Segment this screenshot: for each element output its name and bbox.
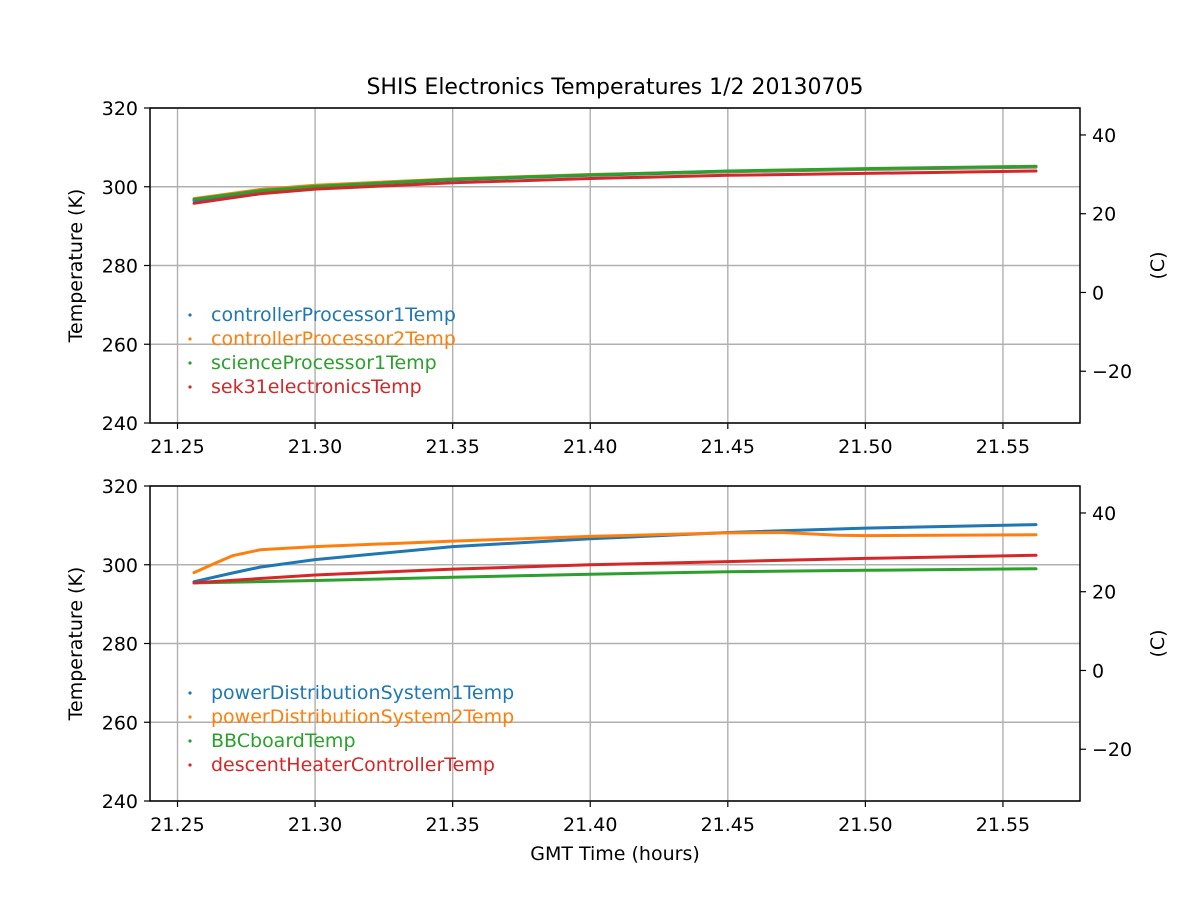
right-y-tick-label: 0 (1092, 660, 1104, 682)
axes-frame (149, 485, 1081, 802)
y-tick-label: 300 (102, 177, 138, 199)
legend-marker (188, 715, 192, 719)
legend-marker (188, 313, 192, 317)
x-tick-label: 21.30 (288, 436, 342, 458)
right-y-tick-label: −20 (1092, 739, 1132, 761)
legend-marker (188, 691, 192, 695)
x-tick-label: 21.25 (150, 436, 204, 458)
right-y-axis-label: (C) (1147, 251, 1169, 279)
legend-entry: controllerProcessor2Temp (211, 328, 456, 350)
series-powerDistributionSystem1Temp (192, 523, 1038, 584)
x-tick-label: 21.45 (701, 436, 755, 458)
y-tick-label: 240 (102, 413, 138, 435)
y-tick-label: 280 (102, 634, 138, 656)
x-tick-label: 21.35 (425, 436, 479, 458)
right-y-tick-label: 40 (1092, 125, 1116, 147)
right-y-tick-label: 20 (1092, 204, 1116, 226)
y-tick-label: 260 (102, 334, 138, 356)
series-powerDistributionSystem2Temp (192, 531, 1038, 575)
x-tick-label: 21.45 (701, 814, 755, 836)
x-tick-label: 21.40 (563, 814, 617, 836)
legend-marker (188, 385, 192, 389)
bottom-panel: 21.25 21.30 21.35 21.40 21.45 21.50 21.55 240 26… (65, 476, 1169, 836)
top-panel: 21.25 21.30 21.35 21.40 21.45 21.50 21.55 240 26… (65, 98, 1169, 458)
y-axis-label: Temperature (K) (65, 189, 87, 344)
y-tick-label: 240 (102, 791, 138, 813)
axes-frame (149, 107, 1081, 424)
legend-entry: powerDistributionSystem1Temp (211, 682, 514, 704)
legend-entry: controllerProcessor1Temp (211, 304, 456, 326)
legend-entry: BBCboardTemp (211, 730, 356, 752)
x-tick-label: 21.50 (838, 814, 892, 836)
y-tick-label: 300 (102, 555, 138, 577)
x-tick-label: 21.30 (288, 814, 342, 836)
right-y-tick-label: 0 (1092, 282, 1104, 304)
x-tick-label: 21.35 (425, 814, 479, 836)
legend-entry: sek31electronicsTemp (211, 376, 422, 398)
legend-entry: scienceProcessor1Temp (211, 352, 437, 374)
right-y-tick-label: −20 (1092, 361, 1132, 383)
x-tick-label: 21.40 (563, 436, 617, 458)
x-tick-label: 21.55 (976, 436, 1030, 458)
y-axis-label: Temperature (K) (65, 567, 87, 722)
series-scienceProcessor1Temp (192, 164, 1038, 201)
series-sek31electronicsTemp (192, 169, 1038, 205)
figure-title: SHIS Electronics Temperatures 1/2 201307… (366, 75, 863, 100)
legend-entry: powerDistributionSystem2Temp (211, 706, 514, 728)
x-tick-label: 21.55 (976, 814, 1030, 836)
y-tick-label: 260 (102, 712, 138, 734)
x-tick-label: 21.25 (150, 814, 204, 836)
y-tick-label: 280 (102, 256, 138, 278)
y-tick-label: 320 (102, 98, 138, 120)
legend-marker (188, 739, 192, 743)
legend-entry: descentHeaterControllerTemp (211, 754, 495, 776)
right-y-tick-label: 20 (1092, 582, 1116, 604)
right-y-tick-label: 40 (1092, 503, 1116, 525)
right-y-axis-label: (C) (1147, 629, 1169, 657)
legend-marker (188, 337, 192, 341)
series-descentHeaterControllerTemp (192, 553, 1038, 585)
legend-marker (188, 763, 192, 767)
series-BBCboardTemp (192, 567, 1038, 585)
x-tick-label: 21.50 (838, 436, 892, 458)
x-axis-label: GMT Time (hours) (530, 843, 700, 865)
y-tick-label: 320 (102, 476, 138, 498)
legend-marker (188, 361, 192, 365)
